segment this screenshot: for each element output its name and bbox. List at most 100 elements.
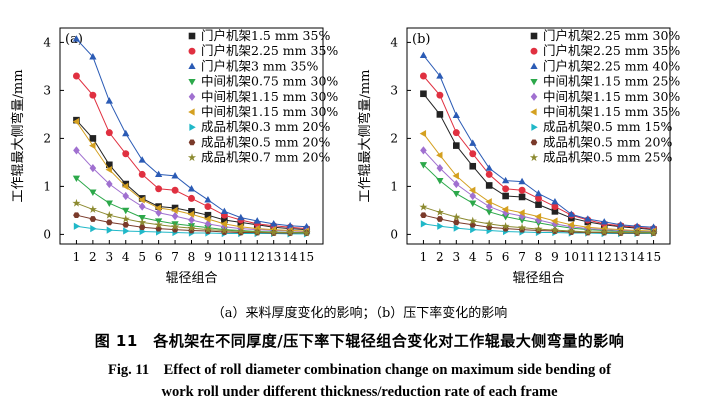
data-point <box>155 185 163 193</box>
chart-panel-a: 1 2 3 4 5 6 7 8 9 10 11 12 13 14 1501234辊径组合工作辊最大侧弯量/m… <box>10 27 338 286</box>
data-point <box>567 221 575 229</box>
data-point <box>501 214 510 221</box>
data-point <box>138 170 146 178</box>
legend-marker <box>530 32 538 40</box>
data-point <box>452 172 459 180</box>
data-point <box>105 165 112 174</box>
data-point <box>501 176 510 184</box>
legend-label: 成品机架0.3 mm 20% <box>201 119 330 134</box>
data-point <box>420 220 428 228</box>
data-point <box>485 209 493 216</box>
data-point <box>534 189 543 197</box>
x-tick-label: 5 <box>485 250 493 264</box>
data-point <box>452 111 460 118</box>
data-point <box>436 91 444 99</box>
series-9 <box>72 198 311 237</box>
legend-marker <box>530 78 538 86</box>
x-tick-label: 14 <box>629 250 645 264</box>
data-point <box>437 222 444 230</box>
data-point <box>518 177 526 185</box>
data-point <box>220 207 229 214</box>
data-point <box>204 196 212 203</box>
data-point <box>89 164 97 173</box>
data-point <box>89 189 97 196</box>
legend-label: 门户机架2.25 mm 35% <box>201 43 338 58</box>
data-point <box>302 228 311 237</box>
data-point <box>138 202 146 211</box>
data-point <box>138 218 147 226</box>
data-point <box>420 146 427 155</box>
data-point <box>123 227 130 235</box>
y-tick-label: 4 <box>43 35 51 49</box>
data-point <box>567 226 576 235</box>
data-point <box>72 72 80 80</box>
data-point <box>220 226 229 235</box>
data-point <box>286 228 295 236</box>
y-tick-label: 1 <box>43 179 51 193</box>
legend-marker <box>188 62 196 70</box>
legend-marker <box>529 153 539 162</box>
data-point <box>534 213 542 221</box>
data-point <box>89 91 97 99</box>
data-point <box>485 219 494 228</box>
legend-marker <box>531 123 538 131</box>
x-tick-label: 13 <box>613 250 628 264</box>
legend-marker <box>530 139 538 146</box>
data-point <box>452 190 460 198</box>
data-point <box>600 218 608 225</box>
data-point <box>72 175 81 183</box>
data-point <box>187 185 196 192</box>
legend-label: 成品机架0.5 mm 20% <box>543 134 672 149</box>
data-point <box>419 162 428 169</box>
data-point <box>269 228 278 236</box>
y-tick-label: 2 <box>43 131 51 145</box>
data-point <box>518 217 526 224</box>
x-tick-label: 11 <box>580 250 595 264</box>
data-point <box>633 228 642 236</box>
series-6 <box>419 129 657 235</box>
x-tick-label: 14 <box>282 250 298 264</box>
data-point <box>203 225 213 234</box>
x-tick-label: 10 <box>217 250 232 264</box>
data-point <box>73 212 80 219</box>
x-tick-label: 13 <box>266 250 281 264</box>
data-point <box>106 226 114 234</box>
data-point <box>551 219 559 228</box>
data-point <box>105 200 113 207</box>
x-tick-label: 2 <box>89 250 97 264</box>
data-point <box>518 186 526 194</box>
x-tick-label: 9 <box>204 250 212 264</box>
data-point <box>188 215 195 225</box>
data-point <box>469 200 477 207</box>
x-tick-label: 6 <box>502 250 510 264</box>
data-point <box>188 194 195 202</box>
legend-label: 门户机架2.25 mm 40% <box>543 58 680 73</box>
x-tick-label: 12 <box>597 250 612 264</box>
data-point <box>469 191 477 201</box>
x-tick-label: 1 <box>73 250 81 264</box>
x-axis-label: 辊径组合 <box>512 271 564 286</box>
legend-label: 中间机架1.15 mm 25% <box>543 74 680 89</box>
legend-marker <box>530 62 538 70</box>
data-point <box>453 179 460 189</box>
data-point <box>535 215 542 225</box>
x-tick-label: 7 <box>518 250 526 264</box>
series-3 <box>419 51 658 230</box>
panel-label: (b) <box>412 32 430 47</box>
data-point <box>617 221 625 228</box>
panel-label: (a) <box>65 32 83 47</box>
data-point <box>171 212 179 221</box>
x-tick-label: 8 <box>188 250 196 264</box>
data-point <box>518 209 525 217</box>
data-point <box>270 220 278 227</box>
legend-label: 成品机架0.5 mm 20% <box>201 134 330 149</box>
x-tick-label: 1 <box>420 250 428 264</box>
data-point <box>435 208 444 216</box>
data-point <box>253 217 261 224</box>
data-point <box>469 162 477 170</box>
legend-label: 门户机架2.25 mm 35% <box>543 43 680 58</box>
series-9 <box>419 202 658 237</box>
data-point <box>469 150 477 158</box>
legend-marker <box>188 108 195 116</box>
